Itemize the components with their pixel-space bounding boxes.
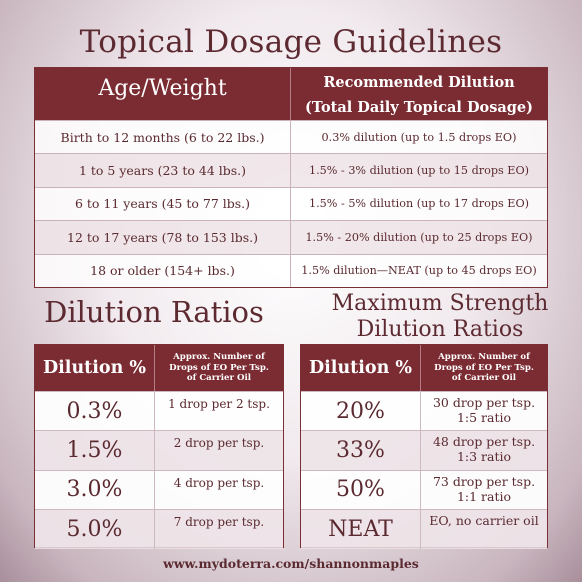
- table-header: Age/Weight Recommended Dilution (Total D…: [35, 68, 547, 120]
- header-drops: Approx. Number of Drops of EO Per Tsp. o…: [421, 345, 547, 391]
- max-strength-heading-line2: Dilution Ratios: [356, 317, 524, 342]
- header-drops-line1: Approx. Number of: [438, 352, 530, 363]
- table-row: 1 to 5 years (23 to 44 lbs.) 1.5% - 3% d…: [35, 153, 547, 187]
- header-drops-line2: Drops of EO Per Tsp.: [434, 362, 534, 373]
- drops-line2: 1:5 ratio: [456, 410, 512, 425]
- max-strength-table: Dilution % Approx. Number of Drops of EO…: [300, 344, 548, 549]
- table-row: 12 to 17 years (78 to 153 lbs.) 1.5% - 2…: [35, 220, 547, 254]
- pct-cell: 3.0%: [35, 470, 155, 510]
- table-row: 6 to 11 years (45 to 77 lbs.) 1.5% - 5% …: [35, 186, 547, 221]
- footer-url: www.mydoterra.com/shannonmaples: [163, 556, 419, 571]
- max-strength-heading: Maximum Strength Dilution Ratios: [298, 291, 582, 343]
- table-header: Dilution % Approx. Number of Drops of EO…: [301, 345, 547, 391]
- drops-line1: EO, no carrier oil: [429, 513, 539, 529]
- header-drops-line3: of Carrier Oil: [186, 373, 252, 384]
- drops-line2: 1:3 ratio: [456, 449, 512, 465]
- table-row: 1.5% 2 drop per tsp.: [35, 430, 283, 470]
- header-dilution-line1: Recommended Dilution: [323, 74, 515, 91]
- age-cell: 6 to 11 years (45 to 77 lbs.): [35, 187, 291, 221]
- age-cell: Birth to 12 months (6 to 22 lbs.): [35, 121, 291, 154]
- dilution-ratios-heading: Dilution Ratios: [44, 295, 264, 329]
- age-cell: 12 to 17 years (78 to 153 lbs.): [35, 221, 291, 254]
- dilution-cell: 1.5% - 5% dilution (up to 17 drops EO): [309, 197, 529, 211]
- pct-cell: 5.0%: [35, 510, 155, 549]
- header-age-weight: Age/Weight: [35, 68, 291, 120]
- drops-cell: EO, no carrier oil: [421, 510, 547, 548]
- table-row: 5.0% 7 drop per tsp.: [35, 509, 283, 549]
- drops-line1: 73 drop per tsp.: [432, 473, 536, 489]
- header-drops-line1: Approx. Number of: [173, 352, 265, 363]
- drops-cell: 4 drop per tsp.: [173, 475, 265, 490]
- dilution-cell: 1.5% - 20% dilution (up to 25 drops EO): [305, 230, 533, 244]
- drops-line1: 30 drop per tsp.: [432, 395, 536, 410]
- header-dilution-pct: Dilution %: [301, 345, 421, 391]
- header-dilution-pct: Dilution %: [35, 345, 155, 391]
- table-row: NEAT EO, no carrier oil: [301, 509, 547, 549]
- dilution-cell: 1.5% - 3% dilution (up to 15 drops EO): [309, 164, 529, 178]
- max-strength-heading-line1: Maximum Strength: [331, 291, 549, 316]
- drops-line2: 1:1 ratio: [456, 488, 512, 504]
- dilution-ratios-table: Dilution % Approx. Number of Drops of EO…: [34, 344, 284, 549]
- table-row: 18 or older (154+ lbs.) 1.5% dilution—NE…: [35, 253, 547, 287]
- table-row: 33% 48 drop per tsp. 1:3 ratio: [301, 430, 547, 470]
- pct-cell: 0.3%: [35, 392, 155, 431]
- drops-cell: 1 drop per 2 tsp.: [168, 397, 270, 411]
- pct-cell: 33%: [301, 431, 421, 470]
- dilution-cell: 1.5% dilution—NEAT (up to 45 drops EO): [301, 264, 537, 278]
- header-dilution-line2: (Total Daily Topical Dosage): [304, 99, 534, 116]
- drops-cell: 2 drop per tsp.: [173, 436, 265, 451]
- header-recommended-dilution: Recommended Dilution (Total Daily Topica…: [291, 68, 547, 120]
- pct-cell: 1.5%: [35, 431, 155, 470]
- table-body: Birth to 12 months (6 to 22 lbs.) 0.3% d…: [35, 120, 547, 287]
- table-row: 20% 30 drop per tsp. 1:5 ratio: [301, 391, 547, 431]
- age-cell: 1 to 5 years (23 to 44 lbs.): [35, 154, 291, 187]
- table-row: 50% 73 drop per tsp. 1:1 ratio: [301, 469, 547, 510]
- drops-cell: 73 drop per tsp. 1:1 ratio: [421, 471, 547, 509]
- drops-cell: 48 drop per tsp. 1:3 ratio: [421, 431, 547, 469]
- table-row: 3.0% 4 drop per tsp.: [35, 469, 283, 510]
- drops-cell: 30 drop per tsp. 1:5 ratio: [421, 392, 547, 430]
- topical-dosage-table: Age/Weight Recommended Dilution (Total D…: [34, 67, 548, 288]
- pct-cell: NEAT: [301, 510, 421, 549]
- page-title: Topical Dosage Guidelines: [79, 24, 503, 60]
- table-row: Birth to 12 months (6 to 22 lbs.) 0.3% d…: [35, 120, 547, 154]
- pct-cell: 50%: [301, 470, 421, 510]
- header-drops-line2: Drops of EO Per Tsp.: [169, 362, 269, 373]
- table-row: 0.3% 1 drop per 2 tsp.: [35, 391, 283, 431]
- pct-cell: 20%: [301, 392, 421, 431]
- dilution-cell: 0.3% dilution (up to 1.5 drops EO): [321, 130, 517, 144]
- table-header: Dilution % Approx. Number of Drops of EO…: [35, 345, 283, 391]
- drops-line1: 48 drop per tsp.: [432, 434, 536, 450]
- header-drops-line3: of Carrier Oil: [451, 373, 517, 384]
- header-drops: Approx. Number of Drops of EO Per Tsp. o…: [155, 345, 283, 391]
- age-cell: 18 or older (154+ lbs.): [35, 254, 291, 287]
- drops-cell: 7 drop per tsp.: [173, 515, 265, 530]
